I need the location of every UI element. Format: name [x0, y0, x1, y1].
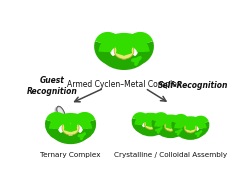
- Ellipse shape: [184, 122, 197, 133]
- Ellipse shape: [117, 45, 124, 49]
- Ellipse shape: [114, 43, 134, 59]
- Ellipse shape: [58, 108, 62, 114]
- FancyArrowPatch shape: [79, 134, 85, 139]
- Text: Ternary Complex: Ternary Complex: [40, 152, 101, 158]
- FancyArrowPatch shape: [176, 130, 182, 134]
- Ellipse shape: [164, 121, 177, 131]
- Ellipse shape: [62, 121, 79, 135]
- FancyArrowPatch shape: [196, 131, 201, 136]
- Text: Guest
Recognition: Guest Recognition: [27, 76, 77, 95]
- FancyArrowPatch shape: [156, 128, 161, 132]
- Text: Armed Cyclen–Metal Complex: Armed Cyclen–Metal Complex: [67, 81, 181, 89]
- Ellipse shape: [57, 106, 65, 119]
- Ellipse shape: [55, 107, 64, 120]
- Ellipse shape: [144, 119, 157, 129]
- FancyArrowPatch shape: [133, 58, 140, 64]
- Text: Crystalline / Colloidal Assembly: Crystalline / Colloidal Assembly: [114, 152, 227, 158]
- Text: Self-Recognition: Self-Recognition: [158, 81, 228, 90]
- Ellipse shape: [146, 120, 151, 123]
- Ellipse shape: [186, 124, 190, 127]
- Ellipse shape: [65, 122, 71, 127]
- Ellipse shape: [166, 122, 171, 125]
